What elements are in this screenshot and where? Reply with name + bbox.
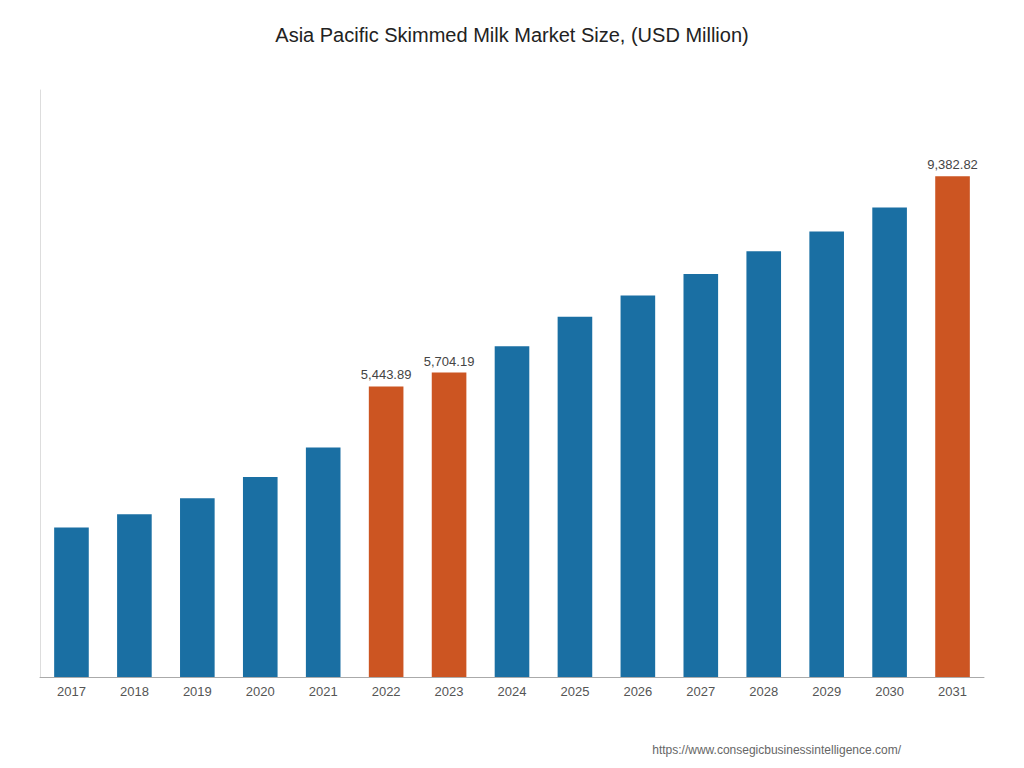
- svg-text:2027: 2027: [686, 684, 715, 699]
- svg-text:2019: 2019: [183, 684, 212, 699]
- svg-text:2020: 2020: [246, 684, 275, 699]
- svg-text:https://www.consegicbusinessin: https://www.consegicbusinessintelligence…: [652, 743, 901, 757]
- svg-text:2022: 2022: [372, 684, 401, 699]
- svg-text:2029: 2029: [812, 684, 841, 699]
- svg-text:2017: 2017: [57, 684, 86, 699]
- svg-text:2023: 2023: [435, 684, 464, 699]
- svg-text:2031: 2031: [938, 684, 967, 699]
- svg-text:5,443.89: 5,443.89: [361, 367, 412, 382]
- svg-text:2025: 2025: [560, 684, 589, 699]
- svg-text:2021: 2021: [309, 684, 338, 699]
- svg-text:5,704.19: 5,704.19: [424, 354, 475, 369]
- svg-text:2030: 2030: [875, 684, 904, 699]
- svg-text:9,382.82: 9,382.82: [927, 157, 978, 172]
- svg-text:2026: 2026: [623, 684, 652, 699]
- svg-text:Asia Pacific Skimmed Milk Mark: Asia Pacific Skimmed Milk Market Size, (…: [275, 24, 748, 46]
- svg-text:2024: 2024: [498, 684, 527, 699]
- svg-text:2018: 2018: [120, 684, 149, 699]
- svg-text:2028: 2028: [749, 684, 778, 699]
